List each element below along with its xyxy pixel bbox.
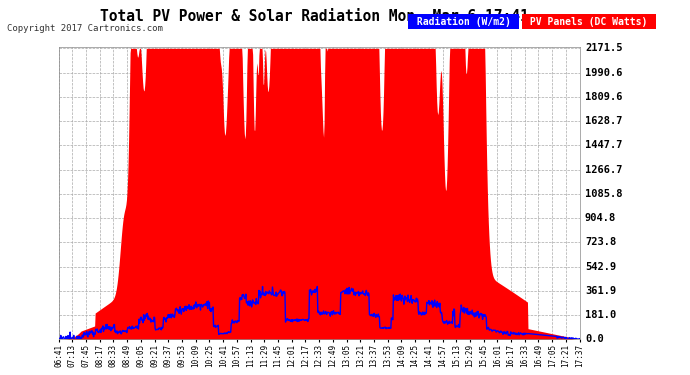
Text: Total PV Power & Solar Radiation Mon  Mar 6 17:41: Total PV Power & Solar Radiation Mon Mar… — [99, 9, 529, 24]
Text: PV Panels (DC Watts): PV Panels (DC Watts) — [524, 17, 653, 27]
Text: 904.8: 904.8 — [585, 213, 616, 223]
Text: Radiation (W/m2): Radiation (W/m2) — [411, 17, 516, 27]
Text: 1447.7: 1447.7 — [585, 140, 622, 150]
Text: 1628.7: 1628.7 — [585, 116, 622, 126]
Text: Copyright 2017 Cartronics.com: Copyright 2017 Cartronics.com — [7, 24, 163, 33]
Text: 361.9: 361.9 — [585, 286, 616, 296]
Text: 1266.7: 1266.7 — [585, 165, 622, 175]
Text: 1990.6: 1990.6 — [585, 68, 622, 78]
Text: 181.0: 181.0 — [585, 310, 616, 320]
Text: 1085.8: 1085.8 — [585, 189, 622, 199]
Text: 2171.5: 2171.5 — [585, 44, 622, 53]
Text: 1809.6: 1809.6 — [585, 92, 622, 102]
Text: 723.8: 723.8 — [585, 237, 616, 248]
Text: 0.0: 0.0 — [585, 334, 604, 344]
Text: 542.9: 542.9 — [585, 262, 616, 272]
